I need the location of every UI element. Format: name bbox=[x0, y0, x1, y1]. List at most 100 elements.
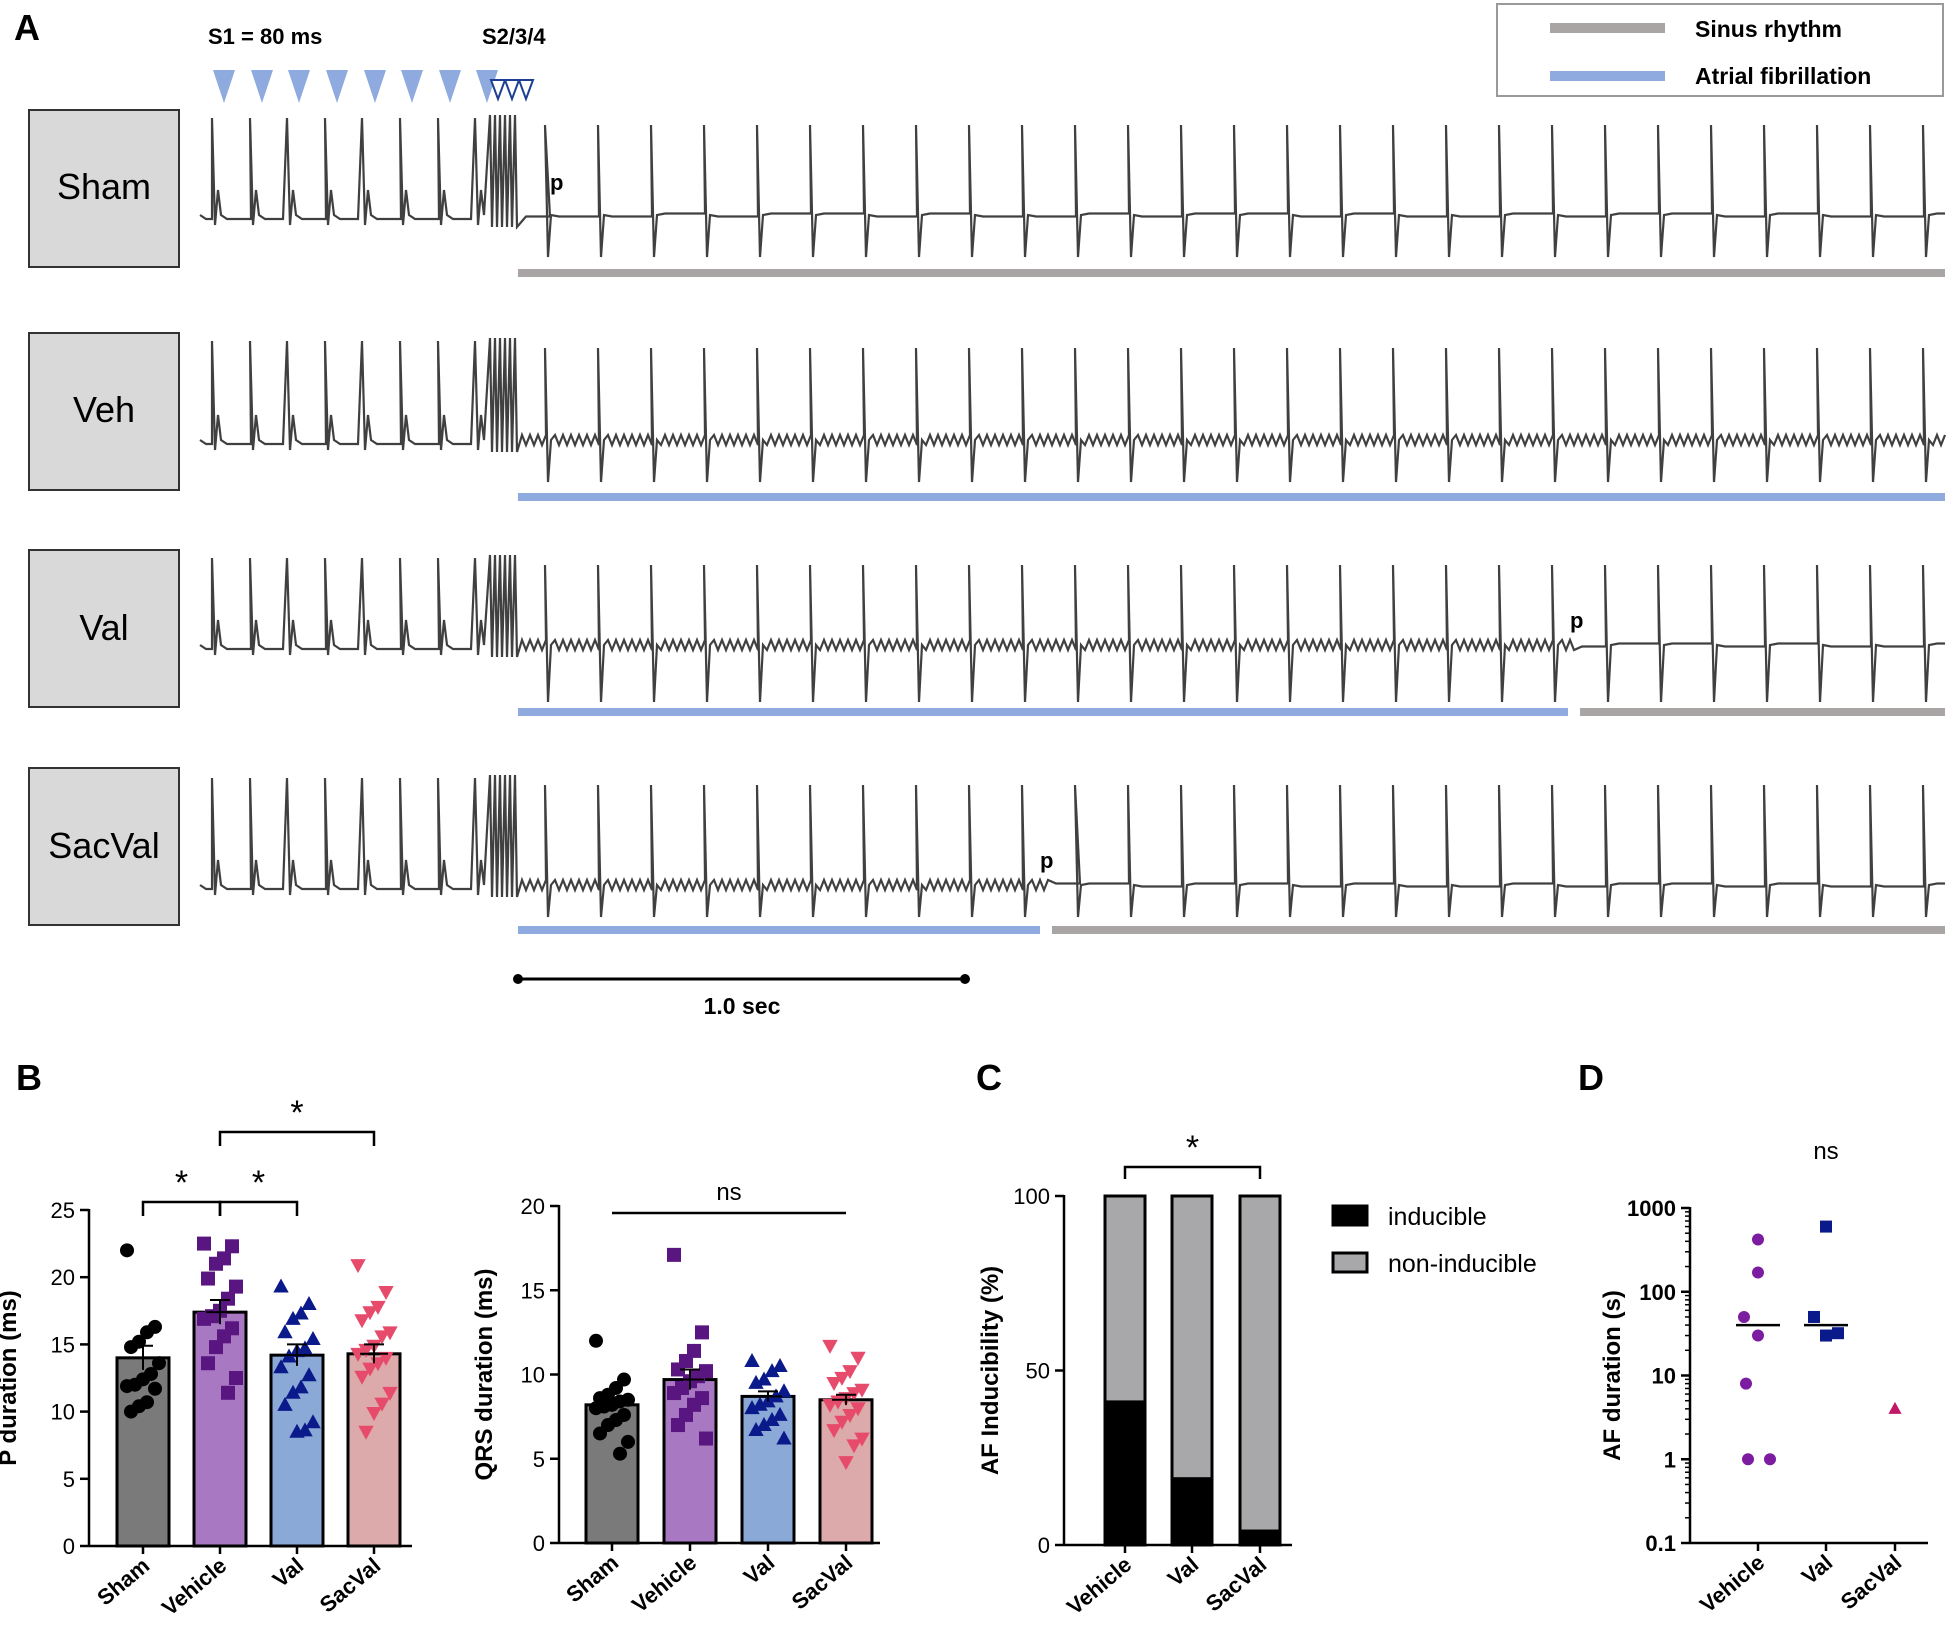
group-box-sham bbox=[28, 109, 180, 268]
stacked-bar-segment bbox=[1103, 1400, 1147, 1547]
data-point bbox=[350, 1259, 366, 1274]
y-axis-label: P duration (ms) bbox=[0, 1290, 22, 1466]
data-point bbox=[1752, 1329, 1764, 1342]
data-point bbox=[358, 1425, 374, 1440]
y-tick-label: 1 bbox=[1664, 1447, 1676, 1472]
data-point bbox=[285, 1310, 301, 1325]
s1-stimulus-marker bbox=[476, 70, 498, 103]
data-point bbox=[621, 1434, 635, 1449]
data-point bbox=[124, 1340, 138, 1355]
data-point bbox=[1832, 1327, 1844, 1340]
data-point bbox=[305, 1414, 321, 1429]
data-point bbox=[201, 1271, 215, 1286]
data-point bbox=[197, 1236, 211, 1251]
p-wave-label-sacval: p bbox=[1040, 848, 1053, 873]
data-point bbox=[120, 1243, 134, 1258]
legend-sinus-label: Sinus rhythm bbox=[1695, 16, 1842, 42]
qrs-duration-chart: 0 5 10 15 20 QRS duration (ms) Sham Vehicle Val S… bbox=[471, 1179, 880, 1618]
significance-label: * bbox=[252, 1164, 265, 1202]
data-point bbox=[589, 1401, 603, 1416]
stimulus-markers bbox=[213, 70, 535, 103]
data-point bbox=[667, 1247, 681, 1262]
bar bbox=[818, 1398, 874, 1545]
s1-stimulus-marker bbox=[326, 70, 348, 103]
s1-label: S1 = 80 ms bbox=[208, 24, 322, 49]
data-point bbox=[1808, 1310, 1820, 1323]
x-tick-label: SacVal bbox=[1836, 1550, 1906, 1615]
data-point bbox=[305, 1330, 321, 1345]
legend-label: non-inducible bbox=[1388, 1250, 1537, 1278]
data-point bbox=[209, 1256, 223, 1271]
significance-bracket bbox=[1123, 1165, 1262, 1179]
data-point bbox=[277, 1324, 293, 1339]
data-point bbox=[358, 1343, 374, 1358]
trace-row-val: Val p bbox=[28, 549, 1945, 716]
data-point bbox=[593, 1426, 607, 1441]
y-axis-label: AF duration (s) bbox=[1599, 1290, 1626, 1461]
scale-bar-end bbox=[960, 974, 970, 984]
data-point bbox=[124, 1404, 138, 1419]
data-point bbox=[764, 1411, 780, 1426]
x-tick-label: Val bbox=[1163, 1552, 1203, 1592]
s1-stimulus-marker bbox=[439, 70, 461, 103]
x-tick-label: Sham bbox=[561, 1550, 623, 1608]
data-point bbox=[354, 1314, 370, 1329]
significance-label: ns bbox=[1813, 1138, 1838, 1165]
s1-stimulus-marker bbox=[251, 70, 273, 103]
y-tick-label: 5 bbox=[533, 1447, 545, 1472]
data-point bbox=[695, 1325, 709, 1340]
y-tick-label: 15 bbox=[51, 1332, 75, 1357]
x-tick-label: Sham bbox=[92, 1553, 154, 1611]
data-point bbox=[140, 1325, 154, 1340]
data-point bbox=[1752, 1266, 1764, 1279]
legend-swatch bbox=[1331, 1204, 1369, 1227]
s234-stimulus-marker bbox=[517, 79, 535, 102]
scale-bar-label: 1.0 sec bbox=[704, 993, 781, 1019]
data-point bbox=[838, 1456, 854, 1471]
panel-c-letter: C bbox=[976, 1057, 1002, 1098]
data-point bbox=[221, 1291, 235, 1306]
ecg-trace-sacval bbox=[199, 774, 1945, 918]
y-tick-label: 20 bbox=[521, 1194, 545, 1219]
x-tick-label: Val bbox=[739, 1550, 779, 1590]
data-point bbox=[374, 1397, 390, 1412]
p-wave-label-sham: p bbox=[550, 170, 563, 195]
data-point bbox=[374, 1330, 390, 1345]
data-point bbox=[842, 1365, 858, 1380]
data-point bbox=[850, 1402, 866, 1417]
data-point bbox=[1888, 1401, 1902, 1414]
x-tick-label: Vehicle bbox=[1695, 1550, 1769, 1618]
data-point bbox=[148, 1381, 162, 1396]
bar bbox=[346, 1352, 402, 1548]
stacked-bar-segment bbox=[1103, 1194, 1147, 1404]
data-point bbox=[277, 1396, 293, 1411]
data-point bbox=[854, 1432, 870, 1447]
s234-stimulus-marker bbox=[489, 79, 507, 102]
group-label-val: Val bbox=[79, 607, 128, 648]
data-point bbox=[362, 1306, 378, 1321]
y-tick-label: 15 bbox=[521, 1278, 545, 1303]
data-point bbox=[1738, 1310, 1750, 1323]
significance-bracket bbox=[218, 1200, 299, 1216]
stacked-bar-segment bbox=[1238, 1194, 1282, 1533]
panel-a: A S1 = 80 ms S2/3/4 Sinus rhythm Atrial … bbox=[14, 3, 1947, 1019]
data-point bbox=[354, 1370, 370, 1385]
stacked-bar-segment bbox=[1170, 1477, 1214, 1547]
y-tick-label: 20 bbox=[51, 1265, 75, 1290]
data-point bbox=[768, 1388, 784, 1403]
x-tick-label: SacVal bbox=[787, 1550, 857, 1615]
data-point bbox=[217, 1329, 231, 1344]
group-label-sham: Sham bbox=[57, 166, 151, 207]
data-point bbox=[152, 1356, 166, 1371]
data-point bbox=[846, 1439, 862, 1454]
group-box-veh bbox=[28, 332, 180, 491]
data-point bbox=[378, 1351, 394, 1366]
s234-stimulus-marker bbox=[503, 79, 521, 102]
data-point bbox=[366, 1406, 382, 1421]
af-inducibility-chart: 0 50 100 AF Inducibility (%) Vehicle ValSacVa… bbox=[977, 1129, 1537, 1620]
data-point bbox=[362, 1362, 378, 1377]
data-point bbox=[748, 1422, 764, 1437]
legend-af-label: Atrial fibrillation bbox=[1695, 63, 1871, 89]
data-point bbox=[671, 1418, 685, 1433]
